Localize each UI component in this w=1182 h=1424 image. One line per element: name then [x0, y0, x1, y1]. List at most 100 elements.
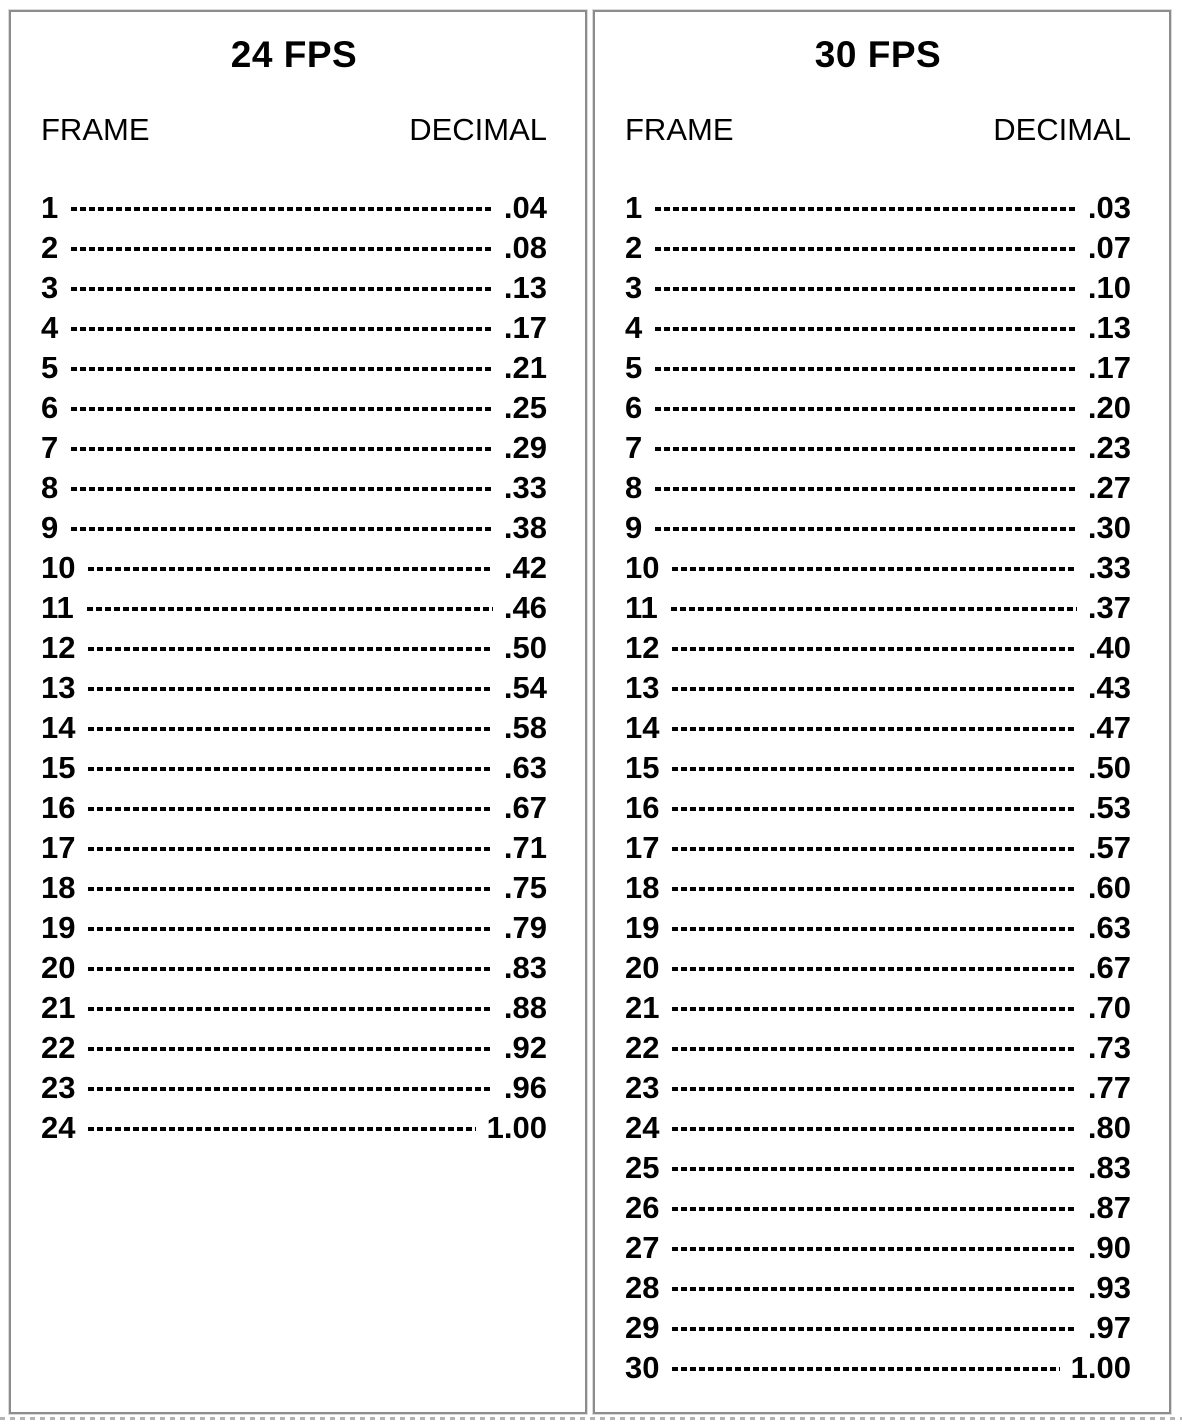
frame-number: 8	[625, 470, 643, 505]
table-row: 20.83	[41, 948, 547, 988]
frame-number: 1	[625, 190, 643, 225]
decimal-value: .33	[1087, 550, 1131, 585]
decimal-value: .77	[1087, 1070, 1131, 1105]
dash-leader	[655, 327, 1077, 331]
table-row: 23.77	[625, 1068, 1131, 1108]
table-row: 26.87	[625, 1188, 1131, 1228]
dash-leader	[672, 847, 1077, 851]
table-row: 12.50	[41, 628, 547, 668]
frame-number: 8	[41, 470, 59, 505]
decimal-value: .38	[503, 510, 547, 545]
decimal-value: .50	[1087, 750, 1131, 785]
table-row: 30 1.00	[625, 1348, 1131, 1388]
decimal-value: .93	[1087, 1270, 1131, 1305]
table-row: 2.07	[625, 228, 1131, 268]
table-row: 19.79	[41, 908, 547, 948]
frame-number: 25	[625, 1150, 660, 1185]
frame-number: 7	[41, 430, 59, 465]
frame-number: 17	[41, 830, 76, 865]
frame-number: 16	[41, 790, 76, 825]
table-row: 3.10	[625, 268, 1131, 308]
dash-leader	[655, 407, 1077, 411]
table-row: 17.71	[41, 828, 547, 868]
decimal-value: .58	[503, 710, 547, 745]
decimal-value: .27	[1087, 470, 1131, 505]
decimal-value: .13	[1087, 310, 1131, 345]
table-row: 21.88	[41, 988, 547, 1028]
frame-number: 15	[41, 750, 76, 785]
dash-leader	[71, 207, 493, 211]
table-row: 17.57	[625, 828, 1131, 868]
table-title-30fps: 30 FPS	[814, 34, 942, 75]
table-row: 16.67	[41, 788, 547, 828]
table-row: 19.63	[625, 908, 1131, 948]
dash-leader	[655, 527, 1077, 531]
decimal-value: 1.00	[486, 1110, 547, 1145]
frame-number: 22	[41, 1030, 76, 1065]
table-row: 4.13	[625, 308, 1131, 348]
table-row: 5.21	[41, 348, 547, 388]
decimal-value: .17	[1087, 350, 1131, 385]
dash-leader	[71, 247, 493, 251]
table-row: 25.83	[625, 1148, 1131, 1188]
frame-number: 24	[625, 1110, 660, 1145]
decimal-value: .71	[503, 830, 547, 865]
frame-number: 11	[41, 590, 74, 625]
table-row: 27.90	[625, 1228, 1131, 1268]
decimal-value: .90	[1087, 1230, 1131, 1265]
decimal-value: .29	[503, 430, 547, 465]
decimal-value: .50	[503, 630, 547, 665]
decimal-column-header: DECIMAL	[409, 112, 547, 147]
dash-leader	[672, 1087, 1077, 1091]
frame-number: 13	[625, 670, 660, 705]
decimal-value: .96	[503, 1070, 547, 1105]
table-row: 21.70	[625, 988, 1131, 1028]
decimal-value: .53	[1087, 790, 1131, 825]
dash-leader	[88, 847, 493, 851]
dash-leader	[71, 327, 493, 331]
decimal-value: .75	[503, 870, 547, 905]
table-row: 18.60	[625, 868, 1131, 908]
table-row: 4.17	[41, 308, 547, 348]
dash-leader	[655, 487, 1077, 491]
frame-number: 29	[625, 1310, 660, 1345]
decimal-value: .47	[1087, 710, 1131, 745]
frame-number: 16	[625, 790, 660, 825]
table-row: 7.23	[625, 428, 1131, 468]
dash-leader	[88, 647, 493, 651]
dash-leader	[672, 887, 1077, 891]
table-row: 13.43	[625, 668, 1131, 708]
conversion-tables: 24 FPS FRAME DECIMAL 1.04 2.08 3.13 4.17 5.2…	[8, 9, 1172, 1415]
frame-number: 23	[41, 1070, 76, 1105]
dash-leader	[88, 807, 493, 811]
frame-number: 14	[41, 710, 76, 745]
table-row: 1.03	[625, 188, 1131, 228]
table-row: 8.33	[41, 468, 547, 508]
table-rows-30fps: 1.03 2.07 3.10 4.13 5.17 6.20 7.23 8.27 9.30 10.3…	[625, 188, 1131, 1388]
frame-number: 5	[41, 350, 59, 385]
dash-leader	[88, 687, 493, 691]
decimal-value: 1.00	[1070, 1350, 1131, 1385]
column-headers-30fps: FRAME DECIMAL	[625, 110, 1131, 150]
decimal-value: .33	[503, 470, 547, 505]
decimal-value: .20	[1087, 390, 1131, 425]
table-row: 10.42	[41, 548, 547, 588]
table-row: 8.27	[625, 468, 1131, 508]
frame-number: 19	[625, 910, 660, 945]
dash-leader	[672, 1007, 1077, 1011]
frame-number: 21	[625, 990, 660, 1025]
decimal-value: .17	[503, 310, 547, 345]
decimal-value: .04	[503, 190, 547, 225]
decimal-value: .03	[1087, 190, 1131, 225]
table-row: 2.08	[41, 228, 547, 268]
frame-number: 17	[625, 830, 660, 865]
dash-leader	[672, 687, 1077, 691]
dash-leader	[672, 567, 1077, 571]
frame-number: 12	[625, 630, 660, 665]
dash-leader	[672, 1167, 1077, 1171]
dash-leader	[71, 287, 493, 291]
dash-leader	[672, 1367, 1060, 1371]
dash-leader	[672, 1247, 1077, 1251]
dash-leader	[655, 247, 1077, 251]
